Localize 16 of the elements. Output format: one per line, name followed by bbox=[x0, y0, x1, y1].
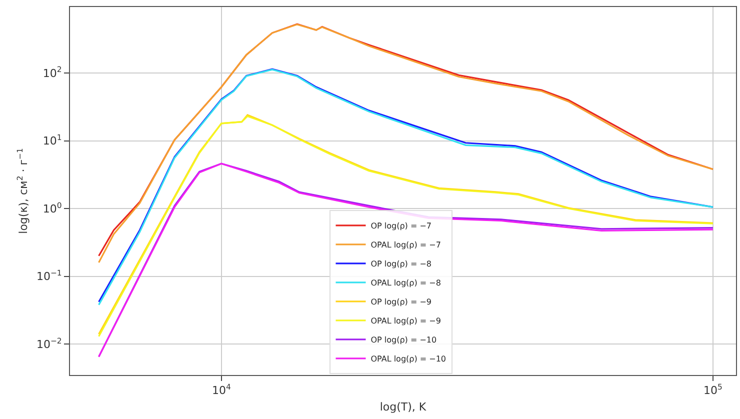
legend-label: OPAL log(ρ) = −10 bbox=[370, 354, 446, 364]
legend-label: OPAL log(ρ) = −8 bbox=[370, 278, 441, 288]
y-tick-label: 10$^{0}$ bbox=[42, 200, 62, 216]
y-tick-label: 10$^{−1}$ bbox=[36, 268, 62, 284]
legend-label: OP log(ρ) = −7 bbox=[370, 222, 432, 231]
y-tick-label: 10$^{−2}$ bbox=[36, 336, 62, 351]
y-tick-label: 10$^{1}$ bbox=[42, 132, 62, 148]
y-tick-label: 10$^{2}$ bbox=[42, 65, 62, 80]
x-tick-label: 10$^{4}$ bbox=[212, 382, 231, 398]
legend-label: OP log(ρ) = −8 bbox=[370, 260, 432, 269]
x-axis-title: log(T), K bbox=[380, 400, 427, 414]
legend-label: OPAL log(ρ) = −7 bbox=[370, 240, 441, 250]
legend-label: OP log(ρ) = −10 bbox=[370, 336, 437, 345]
legend-label: OP log(ρ) = −9 bbox=[370, 298, 432, 307]
legend-label: OPAL log(ρ) = −9 bbox=[370, 316, 441, 326]
x-tick-label: 10$^{5}$ bbox=[703, 382, 722, 398]
